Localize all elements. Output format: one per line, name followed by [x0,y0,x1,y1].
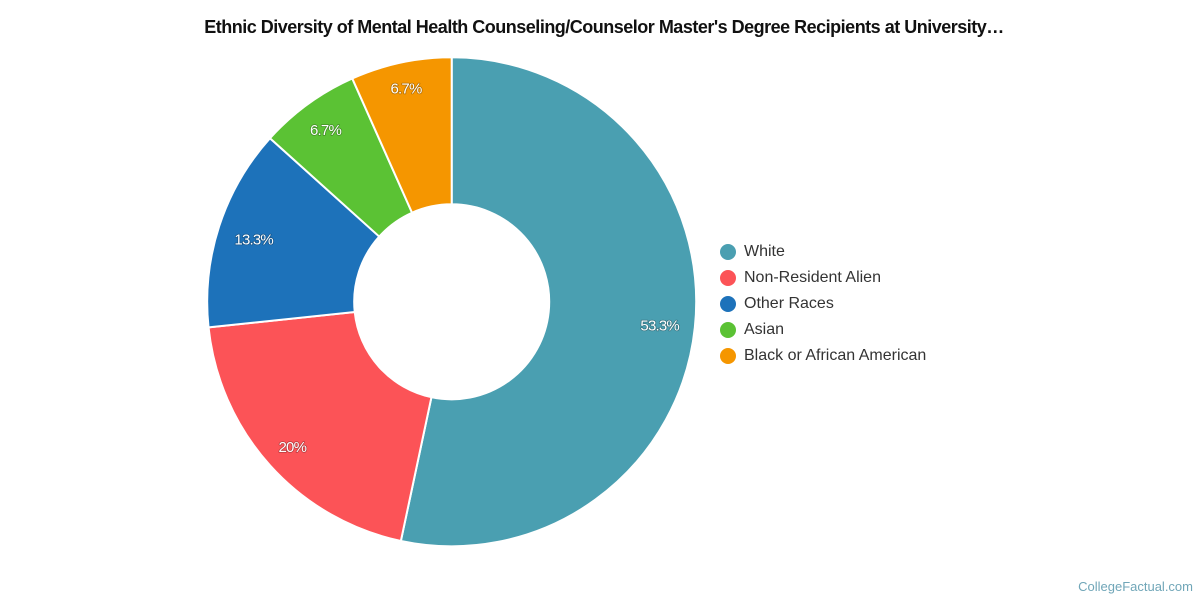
svg-text:20%: 20% [278,439,306,456]
svg-text:13.3%: 13.3% [234,232,273,249]
svg-text:6.7%: 6.7% [310,122,341,139]
svg-text:6.7%: 6.7% [391,81,422,98]
svg-text:53.3%: 53.3% [640,317,679,334]
